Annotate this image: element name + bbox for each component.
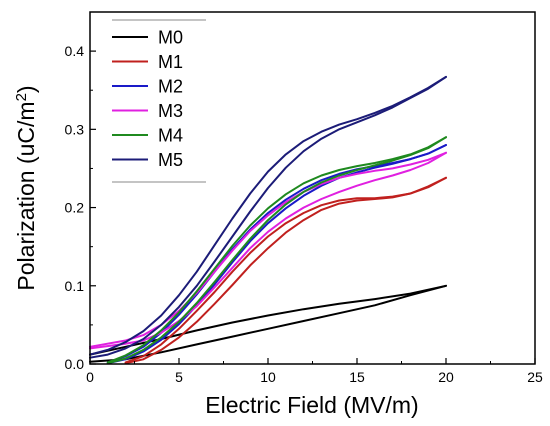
x-tick-label-0: 0 [86, 369, 94, 385]
x-tick-label-20: 20 [438, 369, 454, 385]
x-tick-label-10: 10 [260, 369, 276, 385]
axis-ticks: 0 5 10 15 20 25 0.0 0.1 0.2 0.3 0.4 [65, 43, 543, 385]
legend-label-m1: M1 [158, 52, 183, 72]
x-tick-label-5: 5 [175, 369, 183, 385]
y-tick-label-0: 0.0 [65, 356, 85, 372]
series-m0-lower-branch [89, 284, 447, 363]
plot-curves [89, 75, 447, 365]
y-tick-label-0-3: 0.3 [65, 121, 85, 137]
series-m5-upper-branch [89, 75, 447, 356]
y-axis-title-end: ) [13, 85, 39, 93]
x-axis-title: Electric Field (MV/m) [205, 392, 418, 418]
y-tick-label-0-2: 0.2 [65, 200, 85, 216]
series-m1-lower-branch [124, 176, 447, 365]
y-axis-title-main: Polarization (uC/m [13, 101, 39, 290]
legend-label-m4: M4 [158, 126, 183, 146]
x-tick-label-15: 15 [349, 369, 365, 385]
series-m2-lower-branch [106, 144, 447, 365]
y-axis-title-superscript: 2 [13, 93, 30, 101]
legend-label-m0: M0 [158, 28, 183, 48]
series-m4-upper-branch [106, 136, 447, 364]
legend-label-m2: M2 [158, 77, 183, 97]
legend-label-m3: M3 [158, 101, 183, 121]
series-m4-lower-branch [106, 136, 447, 365]
x-tick-label-25: 25 [527, 369, 543, 385]
y-tick-label-0-4: 0.4 [65, 43, 85, 59]
legend: M0 M1 M2 M3 M4 M5 [112, 19, 206, 183]
legend-label-m5: M5 [158, 150, 183, 170]
series-m5-lower-branch [89, 75, 447, 359]
y-tick-label-0-1: 0.1 [65, 278, 85, 294]
series-m3-lower-branch [89, 151, 447, 350]
y-axis-title: Polarization (uC/m2) [13, 85, 40, 290]
